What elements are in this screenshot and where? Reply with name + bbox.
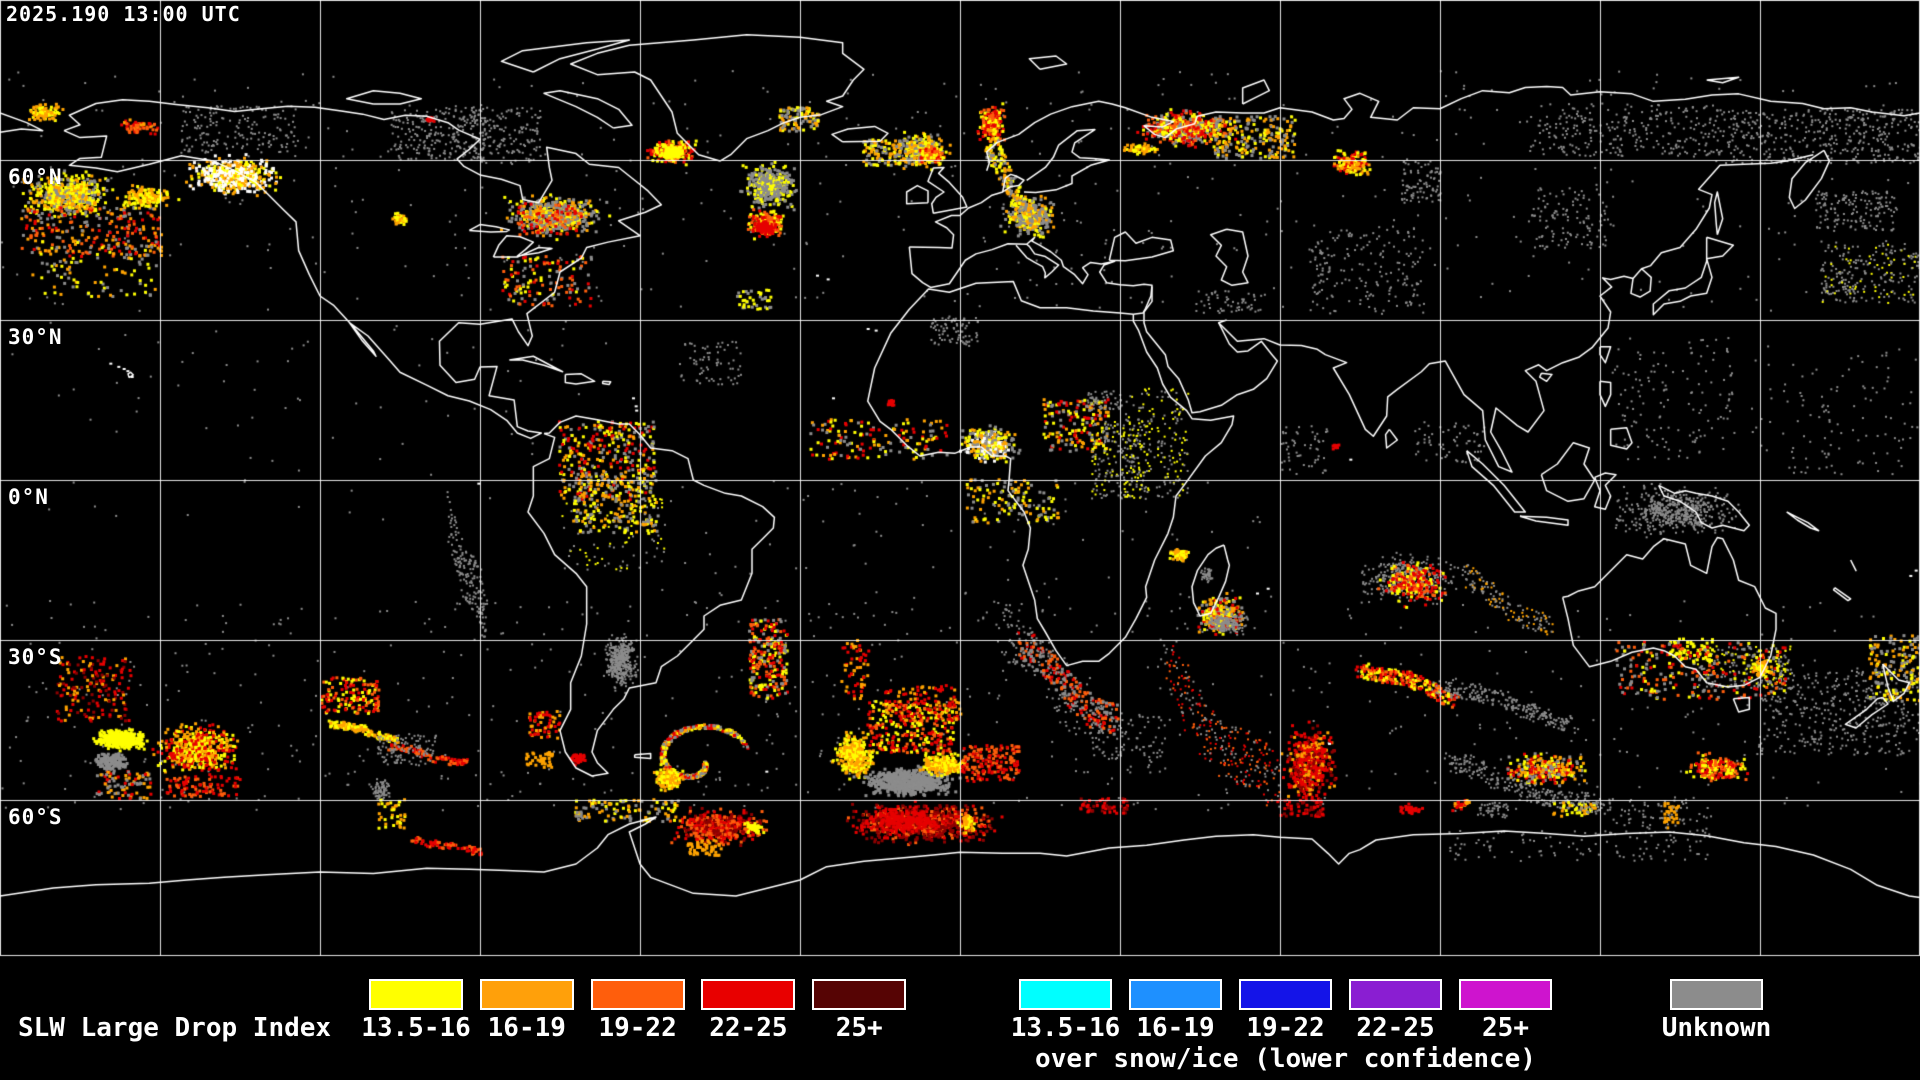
legend-range-label: 13.5-16: [361, 1013, 471, 1043]
latitude-label: 60°N: [8, 165, 63, 189]
legend-swatch-snow-ice: [1239, 979, 1332, 1010]
latitude-label: 60°S: [8, 805, 63, 829]
latitude-label: 0°N: [8, 485, 49, 509]
timestamp-label: 2025.190 13:00 UTC: [6, 2, 241, 26]
legend-swatch-slw-large-drop: [701, 979, 796, 1010]
legend-caption: over snow/ice (lower confidence): [1035, 1044, 1536, 1074]
legend-title: SLW Large Drop Index: [18, 1013, 332, 1043]
legend-range-label: 16-19: [487, 1013, 566, 1043]
legend-swatch-snow-ice: [1129, 979, 1222, 1010]
legend-range-label: 25+: [835, 1013, 883, 1043]
legend-range-label: 19-22: [1246, 1013, 1325, 1043]
latitude-label: 30°N: [8, 325, 63, 349]
legend-range-label: 19-22: [598, 1013, 677, 1043]
legend-range-label: 22-25: [709, 1013, 788, 1043]
legend-swatch-slw-large-drop: [590, 979, 685, 1010]
legend-range-label: 16-19: [1136, 1013, 1215, 1043]
legend-swatch-slw-large-drop: [479, 979, 574, 1010]
legend-range-label: 25+: [1482, 1013, 1529, 1043]
legend-swatch-snow-ice: [1349, 979, 1442, 1010]
legend-swatch-slw-large-drop: [812, 979, 907, 1010]
legend-range-label: 13.5-16: [1010, 1013, 1121, 1043]
legend-range-label: 22-25: [1356, 1013, 1435, 1043]
legend-swatch-unknown: [1670, 979, 1763, 1010]
legend-swatch-snow-ice: [1019, 979, 1112, 1010]
latitude-label: 30°S: [8, 645, 63, 669]
legend-range-label: Unknown: [1661, 1013, 1772, 1043]
legend-swatch-slw-large-drop: [369, 979, 463, 1010]
legend-swatch-snow-ice: [1459, 979, 1552, 1010]
